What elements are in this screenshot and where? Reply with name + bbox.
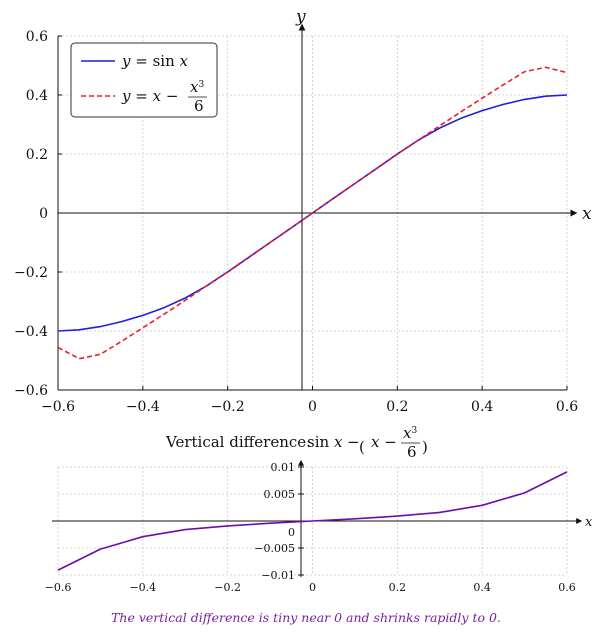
- main-series: [57, 66, 568, 360]
- difference-fraction-num: x3: [403, 424, 417, 442]
- legend-label-sin: y = sin x: [121, 52, 189, 70]
- diff-y-tick-label: 0.01: [271, 461, 296, 474]
- x-tick-label: 0.4: [471, 399, 493, 415]
- difference-series: [57, 471, 568, 571]
- x-tick-label: −0.2: [211, 399, 245, 415]
- diff-x-tick-label: 0.2: [389, 581, 407, 594]
- difference-y-ticks: 0.01 0.005 0 −0.005 −0.01: [254, 461, 304, 582]
- difference-x-axis-label: x: [585, 515, 593, 530]
- y-tick-label: 0: [39, 206, 48, 222]
- difference-fraction-den: 6: [407, 443, 417, 461]
- y-tick-label: 0.6: [26, 29, 48, 45]
- diff-x-tick-label: 0.6: [558, 581, 576, 594]
- x-axis-label: x: [582, 204, 592, 224]
- left-paren: (: [359, 438, 365, 456]
- diff-x-tick-label: 0.4: [473, 581, 491, 594]
- difference-title-text: Vertical difference:: [165, 433, 311, 451]
- y-tick-label: −0.6: [14, 383, 48, 399]
- diff-y-tick-label: 0: [288, 526, 295, 539]
- y-tick-label: −0.4: [14, 324, 48, 340]
- y-axis-label: y: [295, 7, 306, 27]
- x-tick-label: 0.6: [556, 399, 578, 415]
- main-x-ticks: −0.6 −0.4 −0.2 0 0.2 0.4 0.6: [41, 386, 578, 415]
- legend: y = sin x y = x − x3 6: [70, 42, 218, 118]
- y-tick-label: −0.2: [14, 265, 48, 281]
- difference-formula-inner: x −: [371, 433, 397, 451]
- x-tick-label: −0.4: [126, 399, 160, 415]
- difference-plot: x −0.6 −0.4 −0.2 0 0.2 0.4 0.6 0.01 0.005 0 −0.00…: [45, 459, 593, 594]
- diff-x-tick-label: −0.4: [129, 581, 156, 594]
- difference-formula: sin x −: [307, 433, 360, 451]
- diff-x-tick-label: 0: [309, 581, 316, 594]
- y-tick-label: 0.4: [26, 88, 48, 104]
- diff-x-tick-label: −0.6: [45, 581, 72, 594]
- legend-fraction-den: 6: [194, 97, 204, 115]
- x-tick-label: 0: [308, 399, 317, 415]
- difference-x-ticks: −0.6 −0.4 −0.2 0 0.2 0.4 0.6: [45, 581, 576, 594]
- main-y-ticks: 0.6 0.4 0.2 0 −0.2 −0.4 −0.6: [14, 29, 62, 399]
- y-tick-label: 0.2: [26, 147, 48, 163]
- main-plot: x y −0.6 −0.4 −0.2 0 0.2 0.4 0.6 0.60.40.20−0.…: [14, 7, 592, 415]
- diff-y-tick-label: 0.005: [264, 488, 296, 501]
- caption: The vertical difference is tiny near 0 a…: [111, 610, 501, 625]
- diff-y-tick-label: −0.01: [261, 569, 295, 582]
- x-tick-label: −0.6: [41, 399, 75, 415]
- legend-fraction-num: x3: [190, 78, 204, 96]
- difference-title: Vertical difference: sin x − ( x − x3 6 …: [165, 424, 428, 461]
- x-tick-label: 0.2: [386, 399, 408, 415]
- diff-y-tick-label: −0.005: [254, 542, 295, 555]
- right-paren: ): [422, 438, 428, 456]
- diff-x-tick-label: −0.2: [214, 581, 241, 594]
- legend-label-taylor: y = x −: [121, 87, 178, 105]
